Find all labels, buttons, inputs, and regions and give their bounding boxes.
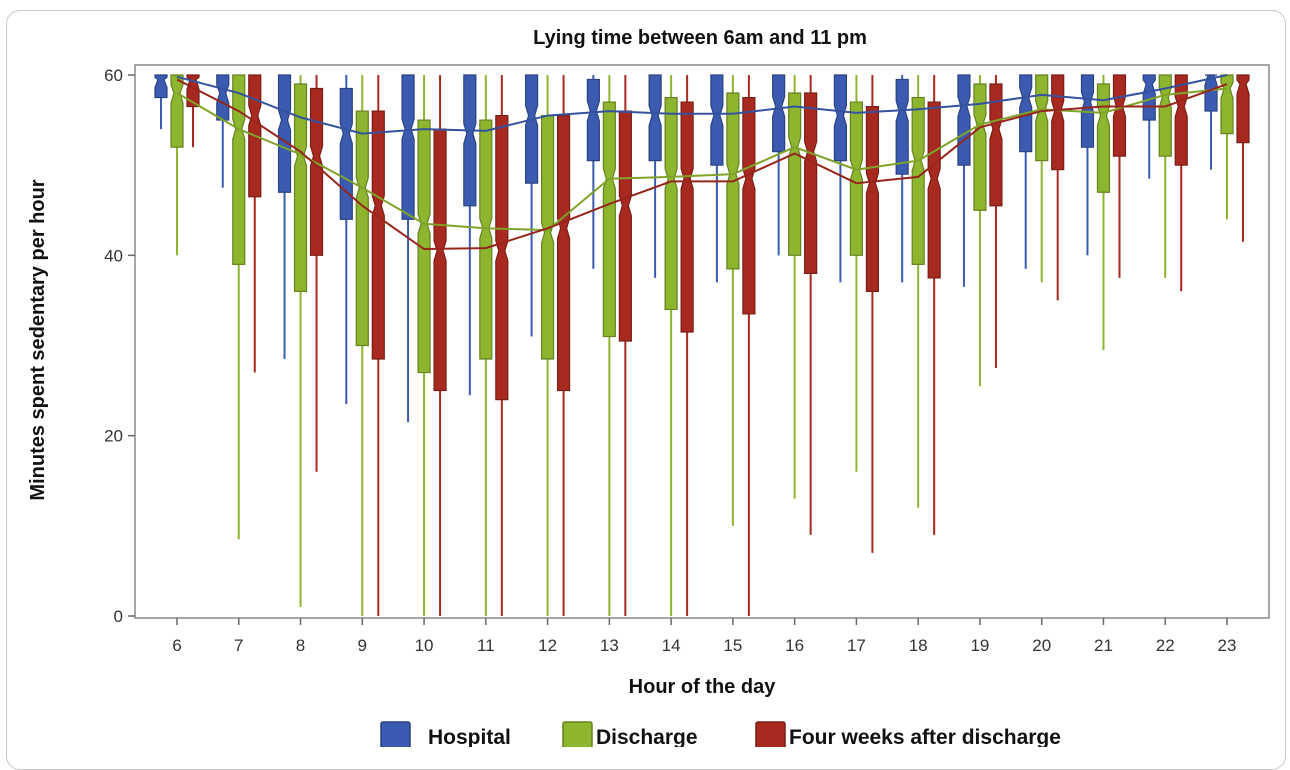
box [804, 92, 818, 274]
box [911, 96, 925, 265]
x-tick-label: 23 [1218, 636, 1237, 655]
box [556, 114, 571, 392]
box [540, 114, 555, 360]
x-tick-label: 16 [785, 636, 804, 655]
y-tick-label: 60 [104, 66, 123, 85]
box [1142, 74, 1156, 121]
box [309, 87, 324, 256]
boxplot-chart: Lying time between 6am and 11 pm 0204060… [27, 27, 1270, 747]
box [1112, 74, 1127, 157]
box [1204, 74, 1218, 112]
box [1051, 74, 1065, 171]
box [463, 74, 477, 207]
box [1236, 74, 1250, 144]
y-axis: 0 20 40 60 [104, 66, 135, 626]
x-tick-label: 11 [477, 636, 495, 655]
box [524, 74, 539, 184]
x-tick-label: 20 [1032, 636, 1051, 655]
box [989, 83, 1003, 207]
box [355, 110, 369, 347]
x-tick-label: 21 [1094, 636, 1113, 655]
box [433, 128, 447, 392]
box [216, 74, 230, 121]
box [618, 110, 632, 342]
x-tick-label: 15 [723, 636, 742, 655]
box [680, 101, 694, 333]
box [1035, 74, 1049, 162]
x-axis-title: Hour of the day [629, 676, 777, 698]
y-tick-label: 40 [104, 246, 123, 265]
legend-label: Four weeks after discharge [789, 726, 1061, 747]
box [232, 74, 246, 265]
box [586, 78, 600, 162]
box [401, 74, 415, 220]
x-tick-label: 22 [1156, 636, 1175, 655]
box [710, 74, 724, 166]
median-line-hospital [176, 74, 1228, 135]
box [602, 101, 616, 338]
y-tick-label: 0 [114, 607, 123, 626]
box [170, 74, 184, 148]
box [1174, 74, 1188, 166]
box [648, 74, 662, 162]
median-lines-group [176, 74, 1228, 251]
box-series-group [154, 74, 1250, 616]
legend-swatch [755, 721, 786, 747]
series-discharge [170, 74, 1234, 616]
x-tick-label: 10 [415, 636, 434, 655]
legend-label: Hospital [428, 726, 511, 747]
legend-label: Discharge [596, 726, 698, 747]
legend-swatch [562, 721, 593, 747]
box [895, 78, 909, 175]
box [339, 87, 353, 220]
x-tick-label: 6 [172, 636, 181, 655]
box [849, 101, 864, 256]
box [495, 114, 509, 401]
box [865, 105, 880, 292]
x-tick-label: 8 [296, 636, 305, 655]
legend-swatch [380, 721, 411, 747]
series-four-weeks-after-discharge [186, 74, 1250, 616]
x-tick-label: 13 [600, 636, 619, 655]
x-tick-label: 9 [358, 636, 367, 655]
box [371, 110, 385, 360]
y-tick-label: 20 [104, 427, 123, 446]
y-axis-title: Minutes spent sedentary per hour [27, 179, 49, 500]
x-tick-label: 17 [847, 636, 866, 655]
box [973, 83, 987, 211]
box [277, 74, 292, 193]
x-tick-label: 18 [909, 636, 928, 655]
box [742, 96, 756, 315]
box [927, 101, 941, 279]
chart-title: Lying time between 6am and 11 pm [533, 27, 867, 49]
box [788, 92, 802, 256]
box [154, 74, 168, 99]
box [664, 96, 678, 311]
plot-area [134, 64, 1270, 619]
box [1220, 74, 1234, 135]
x-tick-label: 7 [234, 636, 243, 655]
legend: Hospital Discharge Four weeks after discha… [380, 721, 1061, 747]
box [772, 74, 786, 153]
box [957, 74, 971, 166]
box [479, 119, 493, 360]
box [833, 74, 848, 162]
x-tick-label: 12 [538, 636, 557, 655]
median-line-four-weeks-after-discharge [176, 78, 1228, 251]
x-tick-label: 14 [662, 636, 681, 655]
x-axis: 6 7 8 9 10 11 12 13 14 15 16 17 18 19 20 21 22 23 [172, 618, 1236, 655]
x-tick-label: 19 [970, 636, 989, 655]
